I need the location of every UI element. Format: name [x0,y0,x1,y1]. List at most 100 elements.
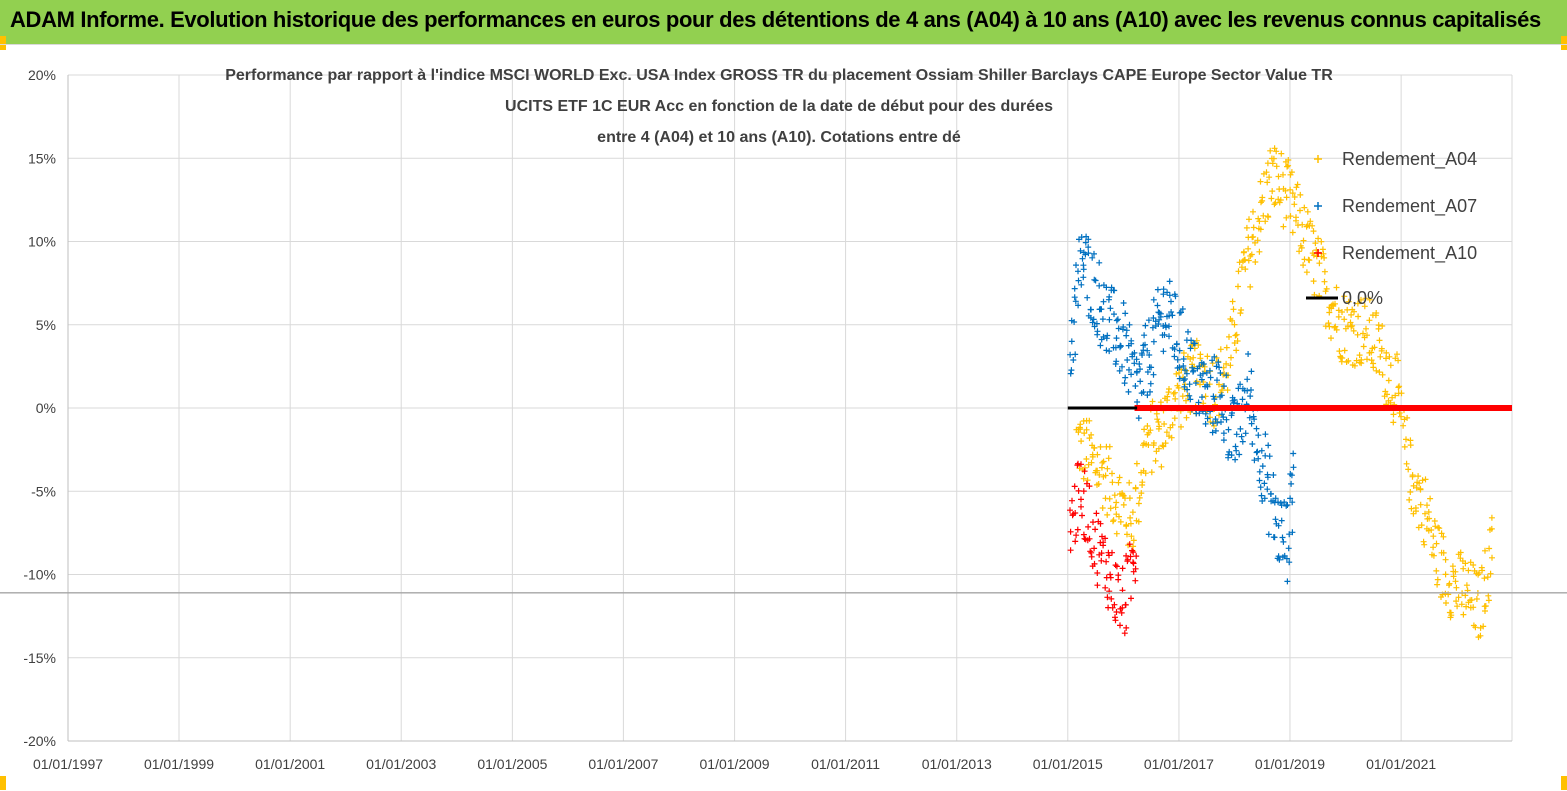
data-point-rendement-a07 [1089,254,1096,261]
data-point-rendement-a04 [1216,381,1222,388]
data-point-rendement-a04 [1434,581,1441,588]
data-point-rendement-a04 [1401,443,1408,450]
data-point-rendement-a10 [1078,496,1084,503]
data-point-rendement-a07 [1261,495,1268,502]
data-point-rendement-a07 [1164,289,1171,296]
data-point-rendement-a04 [1275,196,1282,203]
data-point-rendement-a10 [1080,488,1087,495]
data-point-rendement-a04 [1431,518,1438,524]
data-point-rendement-a07 [1168,309,1175,315]
data-point-rendement-a04 [1280,171,1286,178]
data-point-rendement-a04 [1270,155,1277,162]
data-point-rendement-a04 [1407,489,1414,495]
data-point-rendement-a07 [1283,555,1290,562]
data-point-rendement-a10 [1078,461,1084,468]
data-point-rendement-a04 [1485,597,1492,604]
data-point-rendement-a10 [1069,497,1075,504]
data-point-rendement-a07 [1190,367,1197,374]
data-point-rendement-a07 [1068,338,1075,345]
data-point-rendement-a04 [1468,597,1475,603]
data-point-rendement-a04 [1379,323,1386,329]
data-point-rendement-a04 [1162,440,1169,447]
legend-marker [1314,249,1322,257]
data-point-rendement-a04 [1323,285,1330,292]
data-point-rendement-a07 [1231,396,1238,403]
report-title: ADAM Informe. Evolution historique des p… [10,7,1541,32]
data-point-rendement-a04 [1233,347,1240,354]
data-point-rendement-a07 [1141,332,1148,339]
data-point-rendement-a04 [1249,234,1256,241]
data-point-rendement-a07 [1284,502,1291,508]
data-point-rendement-a07 [1144,369,1151,375]
data-point-rendement-a07 [1150,315,1157,321]
data-point-rendement-a04 [1341,347,1348,354]
data-point-rendement-a07 [1276,556,1283,563]
data-point-rendement-a04 [1326,323,1333,330]
data-point-rendement-a04 [1126,479,1133,486]
data-point-rendement-a04 [1422,476,1429,483]
x-tick-label: 01/01/2011 [811,756,880,772]
data-point-rendement-a10 [1104,594,1111,601]
data-point-rendement-a04 [1129,509,1136,516]
data-point-rendement-a04 [1351,362,1358,369]
data-point-rendement-a10 [1118,609,1125,616]
data-point-rendement-a07 [1225,454,1232,461]
data-point-rendement-a10 [1113,609,1120,615]
data-point-rendement-a07 [1133,369,1140,376]
data-point-rendement-a04 [1430,533,1437,540]
data-point-rendement-a07 [1111,311,1117,318]
data-point-rendement-a07 [1288,480,1295,487]
data-point-rendement-a07 [1220,414,1227,421]
data-point-rendement-a04 [1170,390,1177,397]
data-point-rendement-a10 [1079,512,1085,519]
chart-corner-marker [0,776,6,790]
data-point-rendement-a10 [1085,523,1092,530]
data-point-rendement-a04 [1293,214,1299,221]
x-tick-label: 01/01/2015 [1033,756,1103,772]
data-point-rendement-a04 [1287,186,1294,193]
data-point-rendement-a04 [1269,160,1276,167]
data-point-rendement-a04 [1348,311,1355,318]
data-point-rendement-a04 [1242,266,1249,273]
data-point-rendement-a07 [1140,389,1147,395]
data-point-rendement-a04 [1398,390,1405,397]
data-point-rendement-a07 [1251,457,1258,464]
data-point-rendement-a04 [1299,221,1306,228]
data-point-rendement-a07 [1275,553,1282,560]
data-point-rendement-a04 [1164,397,1171,404]
data-point-rendement-a04 [1435,524,1442,531]
data-point-rendement-a04 [1169,421,1176,428]
legend-marker [1314,155,1322,163]
data-point-rendement-a04 [1376,337,1383,344]
data-point-rendement-a04 [1246,216,1252,223]
data-point-rendement-a07 [1289,529,1296,536]
data-point-rendement-a07 [1280,538,1287,545]
data-point-rendement-a07 [1258,492,1265,499]
y-tick-label: 0% [36,400,56,416]
x-tick-label: 01/01/2001 [255,756,325,772]
data-point-rendement-a07 [1217,370,1224,376]
data-point-rendement-a10 [1127,553,1134,560]
data-point-rendement-a07 [1287,495,1294,502]
data-point-rendement-a04 [1278,150,1285,157]
data-point-rendement-a04 [1268,195,1275,202]
data-point-rendement-a10 [1102,584,1109,591]
data-point-rendement-a10 [1097,520,1104,527]
data-point-rendement-a07 [1157,310,1164,317]
data-point-rendement-a04 [1418,522,1425,529]
data-point-rendement-a07 [1137,366,1143,373]
data-point-rendement-a07 [1228,452,1235,459]
data-point-rendement-a07 [1218,392,1225,399]
data-point-rendement-a07 [1133,356,1140,363]
data-point-rendement-a07 [1203,369,1210,376]
data-point-rendement-a04 [1358,296,1364,303]
data-point-rendement-a04 [1360,343,1367,350]
data-point-rendement-a07 [1126,366,1132,373]
data-point-rendement-a04 [1083,426,1090,433]
data-point-rendement-a04 [1259,197,1266,204]
data-point-rendement-a04 [1480,623,1487,630]
data-point-rendement-a04 [1187,356,1194,362]
data-point-rendement-a04 [1245,245,1252,252]
data-point-rendement-a04 [1377,353,1384,360]
data-point-rendement-a04 [1310,252,1317,259]
